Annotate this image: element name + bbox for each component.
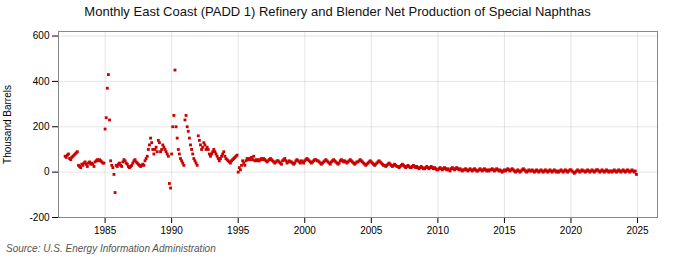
svg-text:2025: 2025 xyxy=(626,225,649,236)
svg-text:1990: 1990 xyxy=(161,225,184,236)
svg-text:-200: -200 xyxy=(29,212,49,223)
svg-text:2015: 2015 xyxy=(493,225,516,236)
html-text:Monthly East Coast (PADD 1) Re: Monthly East Coast (PADD 1) Refinery and… xyxy=(84,4,591,19)
svg-text:2000: 2000 xyxy=(294,225,317,236)
svg-text:0: 0 xyxy=(44,166,50,177)
svg-text:2020: 2020 xyxy=(560,225,583,236)
html-text:Source: U.S. Energy Informatio: Source: U.S. Energy Information Administ… xyxy=(6,243,216,254)
svg-text:200: 200 xyxy=(33,121,50,132)
svg-text:2005: 2005 xyxy=(360,225,383,236)
svg-text:400: 400 xyxy=(33,76,50,87)
svg-text:1995: 1995 xyxy=(227,225,250,236)
svg-text:Thousand Barrels: Thousand Barrels xyxy=(2,85,13,164)
svg-text:2010: 2010 xyxy=(427,225,450,236)
svg-text:1985: 1985 xyxy=(94,225,117,236)
svg-text:600: 600 xyxy=(33,30,50,41)
